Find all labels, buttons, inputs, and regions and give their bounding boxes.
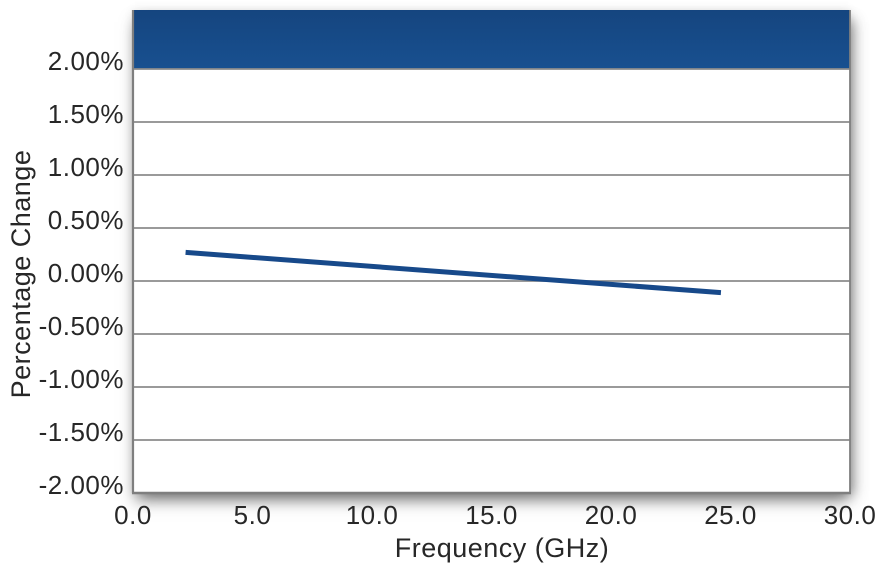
plot-layer: 2.00% 1.50% 1.00% 0.50% 0.00% -0.50% -1.00% -1.… <box>39 10 877 530</box>
x-tick-label: 20.0 <box>585 500 638 530</box>
plot-area-shadow <box>133 10 850 493</box>
data-line-percentage-change <box>185 249 722 296</box>
x-tick-label: 10.0 <box>346 500 399 530</box>
top-banner <box>133 10 850 69</box>
x-tick-label: 25.0 <box>704 500 757 530</box>
y-tick-label: 1.50% <box>48 99 124 129</box>
y-tick-label: 0.50% <box>48 205 124 235</box>
x-axis-title: Frequency (GHz) <box>395 533 610 563</box>
x-tick-label: 15.0 <box>465 500 518 530</box>
y-tick-label: -1.50% <box>39 417 124 447</box>
y-tick-label: 0.00% <box>48 258 124 288</box>
y-axis-title: Percentage Change <box>6 150 36 399</box>
y-tick-label: -0.50% <box>39 311 124 341</box>
x-tick-label: 0.0 <box>114 500 152 530</box>
y-tick-label: -2.00% <box>39 470 124 500</box>
x-tick-label: 5.0 <box>234 500 272 530</box>
y-tick-label: 1.00% <box>48 152 124 182</box>
x-tick-label: 30.0 <box>824 500 877 530</box>
y-tick-label: -1.00% <box>39 364 124 394</box>
y-tick-label: 2.00% <box>48 46 124 76</box>
